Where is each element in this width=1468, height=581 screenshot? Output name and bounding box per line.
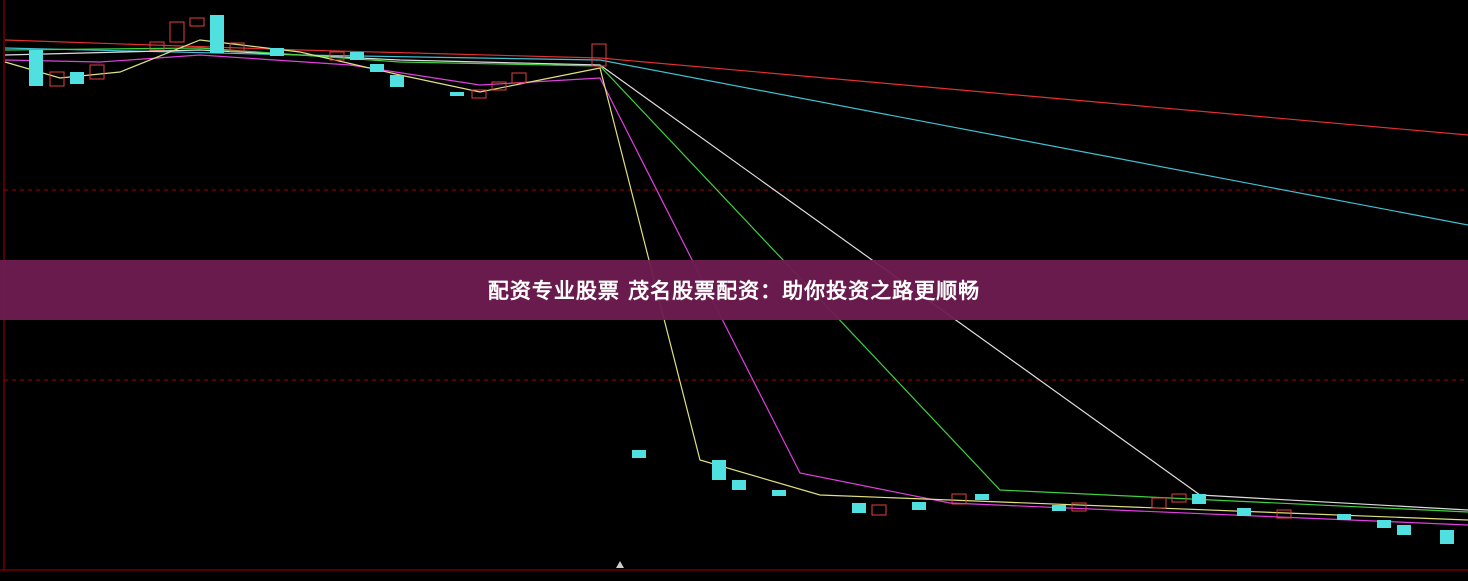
candles: [29, 15, 1454, 544]
banner-title: 配资专业股票 茂名股票配资：助你投资之路更顺畅: [487, 279, 981, 303]
moving-average-lines: [4, 39, 1468, 526]
marker: [616, 561, 624, 568]
banner: 配资专业股票 茂名股票配资：助你投资之路更顺畅: [0, 260, 1468, 320]
